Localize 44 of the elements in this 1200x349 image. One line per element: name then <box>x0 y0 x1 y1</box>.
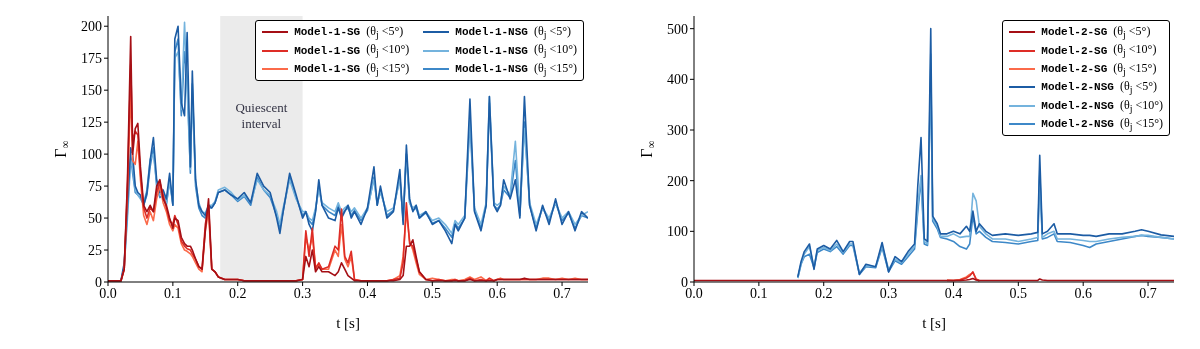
x-tick-label: 0.5 <box>423 285 442 301</box>
x-tick-label: 0.6 <box>488 285 506 301</box>
y-tick-label: 0 <box>681 274 688 290</box>
band-label: Quiescent interval <box>235 99 288 131</box>
legend-label: Model-1-NSG (θ$_{j}$ <5°) <box>455 24 571 41</box>
legend-label: Model-1-SG (θ$_{j}$ <5°) <box>294 24 404 41</box>
x-tick-label: 0.1 <box>750 285 768 301</box>
legend-label: Model-1-NSG (θ$_{j}$ <10°) <box>455 42 577 59</box>
y-tick-label: 100 <box>667 224 688 240</box>
y-tick-label: 300 <box>667 122 688 138</box>
x-tick-label: 0.1 <box>164 285 182 301</box>
x-tick-label: 0.4 <box>944 285 963 301</box>
legend-label: Model-2-NSG (θ$_{j}$ <10°) <box>1041 97 1163 114</box>
y-tick-label: 125 <box>81 115 102 131</box>
y-tick-label: 25 <box>88 243 102 258</box>
x-tick-label: 0.4 <box>358 285 377 301</box>
y-tick-label: 0 <box>95 274 102 290</box>
x-tick-label: 0.5 <box>1009 285 1028 301</box>
legend-label: Model-2-NSG (θ$_{j}$ <5°) <box>1041 79 1157 96</box>
x-tick-label: 0.2 <box>814 285 833 301</box>
y-tick-label: 100 <box>81 147 102 163</box>
x-tick-label: 0.7 <box>553 285 571 301</box>
y-tick-label: 500 <box>667 21 688 37</box>
x-tick-label: 0.3 <box>879 285 898 301</box>
y-tick-label: 200 <box>81 19 102 35</box>
y-tick-label: 200 <box>667 173 688 189</box>
y-tick-label: 150 <box>81 83 102 99</box>
legend-label: Model-2-SG (θ$_{j}$ <10°) <box>1041 42 1157 59</box>
x-tick-label: 0.6 <box>1074 285 1092 301</box>
legend-label: Model-1-SG (θ$_{j}$ <10°) <box>294 42 410 59</box>
x-axis-title: t [s] <box>922 315 946 331</box>
x-tick-label: 0.2 <box>228 285 247 301</box>
x-tick-label: 0.3 <box>293 285 312 301</box>
legend-label: Model-2-SG (θ$_{j}$ <5°) <box>1041 24 1151 41</box>
legend-label: Model-2-NSG (θ$_{j}$ <15°) <box>1041 115 1163 133</box>
y-tick-label: 75 <box>88 179 102 195</box>
x-axis-title: t [s] <box>336 315 360 331</box>
legend-label: Model-1-SG (θ$_{j}$ <15°) <box>294 60 410 78</box>
x-tick-label: 0.7 <box>1139 285 1157 301</box>
y-tick-label: 50 <box>88 211 102 227</box>
legend-label: Model-1-NSG (θ$_{j}$ <15°) <box>455 60 577 78</box>
y-tick-label: 400 <box>667 72 688 88</box>
legend-label: Model-2-SG (θ$_{j}$ <15°) <box>1041 60 1157 78</box>
y-tick-label: 175 <box>81 51 102 67</box>
